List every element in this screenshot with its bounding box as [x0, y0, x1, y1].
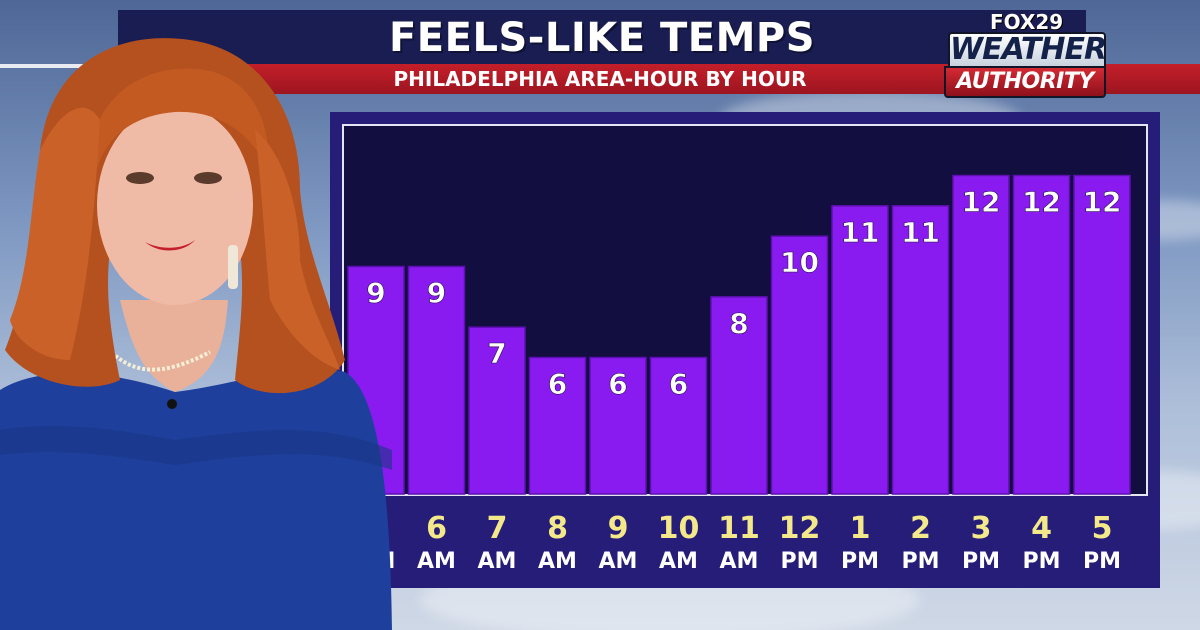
hour-tick-label-12: 5 [1092, 511, 1113, 546]
hour-tick-label-1: 6 [426, 511, 447, 546]
hour-tick-label-2: 7 [487, 511, 508, 546]
ampm-tick-label-1: AM [417, 549, 456, 574]
bar-value-label-6: 8 [729, 307, 748, 340]
bar-value-label-10: 12 [962, 186, 1001, 219]
ampm-tick-label-8: PM [841, 549, 879, 574]
bar-8 [831, 205, 889, 495]
presenter-figure [0, 38, 392, 630]
hour-tick-label-10: 3 [971, 511, 992, 546]
logo-authority: AUTHORITY [944, 66, 1106, 98]
chart-subtitle: PHILADELPHIA AREA-HOUR BY HOUR [393, 67, 807, 91]
bar-value-label-4: 6 [608, 368, 627, 401]
station-logo: FOX29 WEATHER AUTHORITY [942, 10, 1110, 100]
bar-value-label-2: 7 [487, 337, 506, 370]
bar-value-label-11: 12 [1022, 186, 1061, 219]
bar-4 [589, 356, 647, 495]
bar-7 [770, 235, 829, 495]
bar-12 [1073, 174, 1131, 495]
hour-tick-label-7: 12 [779, 511, 821, 546]
hour-tick-label-8: 1 [850, 511, 871, 546]
ampm-tick-label-6: AM [720, 549, 759, 574]
hour-tick-label-5: 10 [658, 511, 700, 546]
bar-2 [468, 326, 526, 495]
hour-tick-label-4: 9 [608, 511, 629, 546]
bar-3 [528, 356, 587, 495]
hour-tick-label-9: 2 [910, 511, 931, 546]
logo-weather: WEATHER [948, 32, 1107, 68]
bar-value-label-9: 11 [901, 216, 940, 249]
ampm-tick-label-9: PM [901, 549, 939, 574]
bar-9 [891, 205, 950, 495]
ampm-tick-label-11: PM [1022, 549, 1060, 574]
bar-value-label-0: 9 [366, 277, 385, 310]
bar-value-label-5: 6 [669, 368, 688, 401]
chart-title: FEELS-LIKE TEMPS [388, 15, 816, 61]
bar-value-label-1: 9 [427, 277, 446, 310]
ampm-tick-label-5: AM [659, 549, 698, 574]
bar-value-label-8: 11 [841, 216, 880, 249]
bar-10 [952, 174, 1010, 495]
bar-value-label-12: 12 [1083, 186, 1122, 219]
bar-value-label-3: 6 [548, 368, 567, 401]
bar-5 [649, 356, 708, 495]
hour-tick-label-6: 11 [718, 511, 760, 546]
ampm-tick-label-12: PM [1083, 549, 1121, 574]
bar-6 [710, 296, 768, 495]
ampm-tick-label-4: AM [599, 549, 638, 574]
ampm-tick-label-3: AM [538, 549, 577, 574]
hour-tick-label-3: 8 [547, 511, 568, 546]
ampm-tick-label-2: AM [478, 549, 517, 574]
bar-value-label-7: 10 [780, 246, 819, 279]
logo-fox29: FOX29 [990, 10, 1064, 34]
bar-11 [1012, 174, 1071, 495]
title-bar: FEELS-LIKE TEMPS [118, 10, 1086, 66]
hour-tick-label-11: 4 [1031, 511, 1052, 546]
ampm-tick-label-7: PM [780, 549, 818, 574]
ampm-tick-label-10: PM [962, 549, 1000, 574]
bar-1 [407, 265, 466, 495]
